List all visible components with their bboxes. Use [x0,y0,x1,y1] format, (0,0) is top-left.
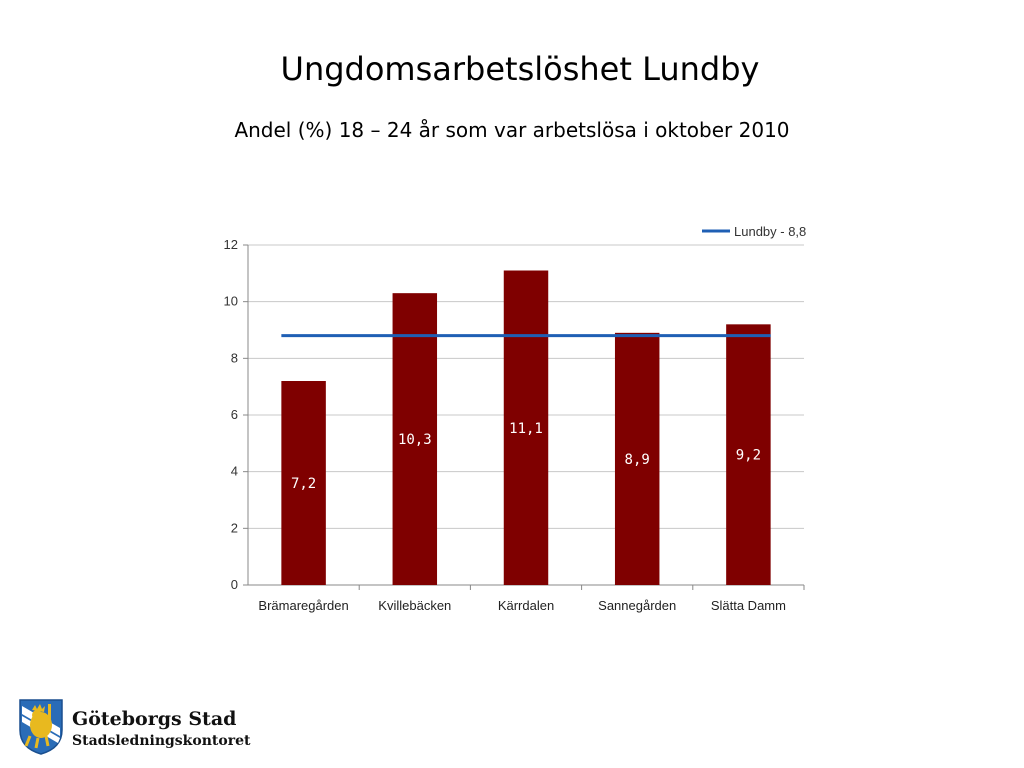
bar [726,324,771,585]
department-name: Stadsledningskontoret [72,733,251,749]
data-label: 10,3 [398,432,432,448]
bar [614,332,660,585]
x-tick-label: Kvillebäcken [378,598,451,613]
y-tick-label: 2 [231,520,238,535]
data-label: 8,9 [625,452,650,468]
y-tick-label: 10 [224,294,238,309]
legend-label: Lundby - 8,8 [734,224,806,239]
organization-name: Göteborgs Stad [72,708,237,730]
gothenburg-lion-crest-icon [19,699,63,755]
x-tick-label: Brämaregården [258,598,348,613]
y-tick-label: 12 [224,237,238,252]
x-tick-label: Slätta Damm [711,598,786,613]
data-label: 7,2 [291,476,316,492]
x-tick-label: Sannegården [598,598,676,613]
bar [503,270,549,585]
data-label: 11,1 [509,421,543,437]
y-tick-label: 8 [231,350,238,365]
bar [281,381,326,585]
data-label: 9,2 [736,448,761,464]
y-tick-label: 0 [231,577,238,592]
bar [392,293,438,585]
y-tick-label: 6 [231,407,238,422]
page-subtitle: Andel (%) 18 – 24 år som var arbetslösa … [234,118,790,142]
page-title: Ungdomsarbetslöshet Lundby [280,50,760,88]
y-tick-label: 4 [231,464,238,479]
x-tick-label: Kärrdalen [498,598,554,613]
